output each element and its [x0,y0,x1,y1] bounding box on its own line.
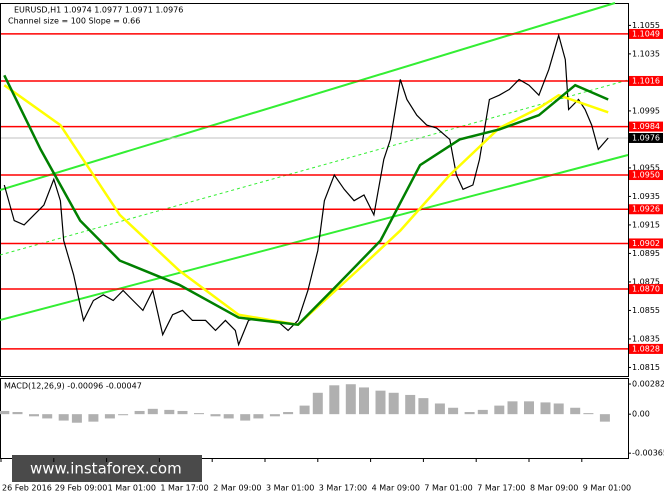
macd-bar [269,414,280,417]
macd-bar [177,410,188,415]
x-tick-label: 9 Mar 01:00 [583,484,631,493]
level-tag [629,343,663,354]
macd-bar [540,402,551,415]
x-tick-label: 4 Mar 09:00 [372,484,420,493]
macd-bar [405,394,416,415]
macd-bar [58,414,69,421]
channel-lower [0,154,629,321]
macd-bar [553,403,564,415]
level-label: 1.1016 [632,76,660,85]
y-tick-label: 1.1055 [632,21,660,30]
level-label: 1.0902 [632,239,660,248]
macd-bar [147,408,158,415]
channel-middle [0,79,629,256]
macd-bar [253,414,264,419]
macd-bar [299,405,310,415]
macd-bar [448,407,459,415]
y-tick-label: 1.0855 [632,306,660,315]
x-tick-label: 1 Mar 01:00 [108,484,156,493]
macd-bar [599,414,610,422]
x-tick-label: 1 Mar 17:00 [160,484,208,493]
x-tick-label: 7 Mar 01:00 [424,484,472,493]
level-tag [629,28,663,39]
level-label: 1.0950 [632,171,660,180]
x-tick-label: 8 Mar 09:00 [530,484,578,493]
macd-bar [507,401,518,415]
price-line [3,33,609,347]
y-tick-label: 1.0995 [632,106,660,115]
macd-bar [12,412,23,415]
y-tick-label: 0.00 [632,410,650,419]
macd-bar [494,405,505,415]
macd-bar [134,410,145,415]
macd-bar [434,403,445,415]
macd-bar [329,385,340,415]
x-tick-label: 3 Mar 01:00 [266,484,314,493]
current-label: 1.0976 [632,133,660,142]
y-tick-label: -0.00365 [632,449,664,458]
y-tick-label: 1.0915 [632,220,660,229]
y-tick-label: 1.0875 [632,277,660,286]
macd-bar [524,401,534,415]
macd-bar [104,414,115,419]
level-tag [629,75,663,86]
macd-bar [29,414,39,417]
macd-bar [223,414,234,419]
level-label: 1.0828 [632,344,660,353]
macd-frame [0,378,629,459]
level-label: 1.0870 [632,285,660,294]
level-tag [629,204,663,215]
macd-bar [345,384,356,415]
watermark: www.instaforex.com [30,460,182,478]
macd-bar [118,414,129,416]
level-label: 1.0926 [632,205,660,214]
macd-title: MACD(12,26,9) -0.00096 -0.00047 [4,382,142,391]
macd-bar [210,414,221,417]
chart-subtitle: Channel size = 100 Slope = 0.66 [8,17,140,26]
x-tick-label: 26 Feb 2016 [2,484,52,493]
macd-bar [570,407,581,415]
macd-bar [42,414,53,419]
x-tick-label: 7 Mar 17:00 [477,484,525,493]
macd-bar [359,387,369,415]
macd-bar [418,398,429,415]
y-tick-label: 0.00282 [632,380,664,389]
level-label: 1.1049 [632,29,660,38]
y-tick-label: 1.1035 [632,49,660,58]
macd-bar [164,409,175,415]
y-tick-label: 1.0815 [632,363,660,372]
macd-bar [283,412,294,415]
y-tick-label: 1.0955 [632,163,660,172]
x-tick-label: 29 Feb 09:00 [55,484,107,493]
macd-bar [477,409,488,415]
x-tick-label: 3 Mar 17:00 [319,484,367,493]
macd-bar [464,412,475,415]
macd-bar [240,414,251,421]
x-tick-label: 2 Mar 09:00 [213,484,261,493]
y-tick-label: 1.0935 [632,192,660,201]
current-tag [629,132,663,143]
level-tag [629,121,663,132]
price-line [3,84,609,327]
chart-title: EURUSD,H1 1.0974 1.0977 1.0971 1.0976 [14,6,183,15]
y-tick-label: 1.0895 [632,249,660,258]
level-label: 1.0984 [632,122,660,131]
macd-bar [71,414,82,423]
y-tick-label: 1.0835 [632,334,660,343]
macd-bar [388,392,399,415]
macd-bar [312,392,323,415]
level-tag [629,238,663,249]
macd-bar [0,410,10,415]
level-tag [629,170,663,181]
macd-bar [88,414,99,422]
level-tag [629,284,663,295]
macd-bar [583,413,594,415]
macd-bar [375,390,386,415]
macd-bar [194,413,204,415]
price-line [3,74,609,327]
